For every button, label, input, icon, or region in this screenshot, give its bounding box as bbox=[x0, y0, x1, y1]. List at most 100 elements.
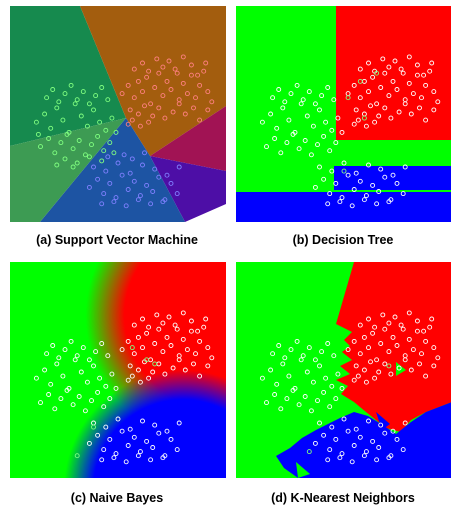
data-point bbox=[119, 428, 125, 434]
data-point bbox=[105, 97, 111, 103]
data-point bbox=[349, 459, 355, 465]
data-point bbox=[431, 107, 437, 113]
data-point bbox=[78, 113, 84, 119]
data-point bbox=[86, 154, 92, 160]
knn-green-notch bbox=[296, 462, 310, 478]
data-point bbox=[74, 453, 80, 459]
data-point bbox=[329, 383, 335, 389]
data-point bbox=[95, 432, 101, 438]
data-point bbox=[176, 164, 182, 170]
decision-tree-points bbox=[259, 54, 441, 209]
data-point bbox=[374, 201, 380, 207]
data-point bbox=[172, 322, 178, 328]
data-point bbox=[172, 66, 178, 72]
data-point bbox=[410, 347, 416, 353]
data-point bbox=[91, 424, 96, 430]
data-point bbox=[150, 189, 156, 194]
data-point bbox=[170, 365, 176, 371]
data-point bbox=[101, 404, 107, 410]
data-point bbox=[370, 438, 376, 444]
data-point bbox=[131, 95, 137, 101]
data-point bbox=[137, 193, 143, 199]
dt-region-green-strip bbox=[336, 140, 451, 166]
data-point bbox=[160, 93, 166, 99]
data-point bbox=[184, 347, 190, 353]
data-point bbox=[345, 347, 351, 353]
data-point bbox=[321, 389, 327, 395]
data-point bbox=[46, 136, 52, 141]
data-point bbox=[374, 357, 380, 363]
data-point bbox=[372, 324, 378, 330]
svm-region-upper-right bbox=[80, 6, 226, 156]
data-point bbox=[435, 99, 441, 105]
data-point bbox=[103, 383, 109, 389]
data-point bbox=[176, 357, 182, 363]
data-point bbox=[414, 328, 420, 334]
data-point bbox=[209, 99, 215, 105]
data-point bbox=[406, 336, 412, 342]
data-point bbox=[156, 105, 162, 111]
data-point bbox=[99, 457, 105, 463]
data-point bbox=[93, 349, 99, 355]
data-point bbox=[121, 152, 127, 158]
data-point bbox=[406, 80, 412, 86]
data-point bbox=[325, 341, 331, 346]
knn-plot bbox=[236, 262, 451, 478]
data-point bbox=[382, 174, 388, 180]
data-point bbox=[370, 330, 376, 336]
data-point bbox=[148, 201, 154, 207]
data-point bbox=[321, 176, 327, 182]
knn-regions bbox=[236, 262, 451, 478]
data-point bbox=[288, 347, 294, 353]
data-point bbox=[70, 402, 76, 408]
data-point bbox=[146, 68, 152, 74]
data-point bbox=[382, 326, 388, 332]
data-point bbox=[62, 156, 68, 162]
data-point bbox=[280, 361, 286, 367]
data-point bbox=[188, 318, 194, 324]
data-point bbox=[361, 197, 367, 203]
data-point bbox=[101, 447, 107, 453]
data-point bbox=[321, 133, 327, 139]
svm-region-lower-right bbox=[150, 156, 226, 222]
data-point bbox=[398, 66, 404, 72]
data-point bbox=[353, 363, 359, 369]
data-point bbox=[363, 193, 369, 199]
data-point bbox=[366, 162, 371, 168]
data-point bbox=[107, 180, 113, 186]
data-point bbox=[176, 420, 182, 426]
data-point bbox=[400, 191, 406, 197]
data-point bbox=[361, 334, 367, 340]
data-point bbox=[388, 371, 394, 377]
data-point bbox=[107, 436, 113, 442]
data-point bbox=[335, 115, 341, 121]
data-point bbox=[382, 105, 388, 111]
knn-blue-notch bbox=[376, 412, 390, 430]
data-point bbox=[282, 355, 288, 361]
data-point bbox=[390, 172, 396, 178]
data-point bbox=[306, 449, 312, 455]
data-point bbox=[357, 95, 363, 101]
data-point bbox=[137, 449, 143, 455]
data-point bbox=[144, 330, 150, 336]
data-point bbox=[50, 87, 56, 92]
data-point bbox=[62, 347, 68, 353]
data-point bbox=[325, 85, 331, 90]
data-point bbox=[357, 78, 363, 84]
data-point bbox=[140, 418, 145, 424]
data-point bbox=[33, 375, 39, 381]
data-point bbox=[380, 312, 386, 318]
data-point bbox=[400, 70, 406, 76]
data-point bbox=[164, 78, 170, 84]
data-point bbox=[372, 119, 378, 125]
data-point bbox=[355, 117, 361, 123]
data-point bbox=[156, 70, 162, 76]
data-point bbox=[111, 199, 117, 205]
data-point bbox=[135, 453, 141, 459]
data-point bbox=[140, 60, 145, 66]
data-point bbox=[125, 443, 131, 448]
data-point bbox=[341, 416, 347, 422]
data-point bbox=[272, 392, 278, 397]
data-point bbox=[327, 404, 333, 410]
data-point bbox=[276, 87, 282, 92]
